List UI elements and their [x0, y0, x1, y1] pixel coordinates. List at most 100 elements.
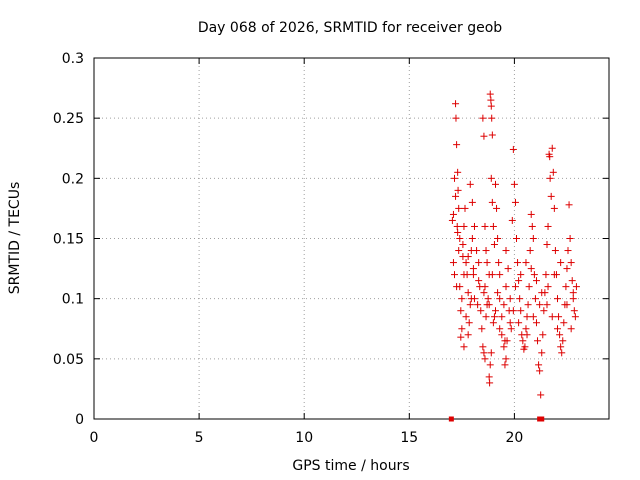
data-point — [479, 343, 487, 351]
data-point — [487, 96, 495, 104]
y-tick-label: 0.2 — [62, 171, 84, 187]
data-point — [479, 114, 487, 122]
data-point — [532, 277, 540, 285]
data-point — [487, 174, 495, 182]
data-point — [453, 283, 461, 291]
data-point — [464, 253, 472, 261]
data-point — [539, 331, 547, 339]
y-tick-label: 0 — [75, 412, 84, 428]
data-point — [459, 241, 467, 249]
data-point — [498, 331, 506, 339]
data-point — [516, 295, 524, 303]
data-points — [448, 90, 580, 422]
data-point — [509, 145, 517, 153]
data-point — [490, 241, 498, 249]
data-point — [480, 289, 488, 297]
data-point — [455, 247, 463, 255]
data-point — [457, 333, 465, 341]
data-point — [532, 319, 540, 327]
data-point — [486, 379, 494, 387]
data-point — [465, 319, 473, 327]
data-point — [540, 307, 548, 315]
data-point — [515, 319, 523, 327]
data-point — [491, 307, 499, 315]
baseline-mark — [448, 416, 454, 422]
data-point — [572, 283, 580, 291]
data-point — [490, 313, 498, 321]
y-tick-label: 0.05 — [53, 352, 84, 368]
data-point — [485, 301, 493, 309]
data-point — [454, 186, 462, 194]
data-point — [458, 325, 466, 333]
data-point — [510, 180, 518, 188]
data-point — [568, 277, 576, 285]
data-point — [449, 259, 457, 267]
data-point — [496, 295, 504, 303]
data-point — [526, 247, 534, 255]
data-point — [480, 132, 488, 140]
data-point — [449, 210, 457, 218]
data-point — [456, 235, 464, 242]
data-point — [536, 301, 544, 309]
data-point — [485, 373, 493, 381]
data-point — [506, 319, 514, 327]
data-point — [504, 265, 512, 273]
data-point — [517, 271, 525, 279]
data-point — [511, 283, 519, 291]
data-point — [502, 355, 510, 363]
data-point — [519, 337, 527, 345]
data-point — [517, 307, 525, 315]
x-tick-label: 15 — [400, 430, 418, 446]
data-point — [544, 283, 552, 291]
data-point — [529, 235, 537, 242]
data-point — [550, 204, 558, 212]
data-point — [529, 313, 537, 321]
data-point — [507, 325, 515, 333]
data-point — [455, 204, 463, 212]
data-point — [537, 391, 545, 399]
data-point — [525, 283, 533, 291]
x-tick-label: 5 — [195, 430, 204, 446]
data-point — [567, 259, 575, 267]
data-point — [513, 235, 521, 242]
data-point — [470, 222, 478, 230]
x-tick-label: 10 — [295, 430, 313, 446]
data-point — [482, 313, 490, 321]
data-point — [555, 313, 563, 321]
data-point — [457, 307, 465, 315]
data-point — [477, 307, 485, 315]
data-point — [566, 235, 574, 242]
data-point — [494, 235, 502, 242]
data-point — [548, 144, 556, 152]
data-point — [460, 271, 468, 279]
data-point — [538, 349, 546, 357]
data-point — [453, 141, 461, 149]
data-point — [551, 247, 559, 255]
x-tick-label: 0 — [90, 430, 99, 446]
data-point — [488, 131, 496, 139]
data-point — [452, 114, 460, 122]
data-point — [523, 331, 531, 339]
data-point — [495, 259, 503, 267]
data-point — [544, 222, 552, 230]
data-point — [564, 247, 572, 255]
data-point — [458, 295, 466, 303]
data-point — [530, 271, 538, 279]
data-point — [486, 90, 494, 98]
data-point — [515, 277, 523, 285]
data-point — [488, 114, 496, 122]
data-point — [559, 337, 567, 345]
data-point — [501, 361, 509, 369]
data-point — [496, 271, 504, 279]
data-point — [498, 313, 506, 321]
data-point — [556, 331, 564, 339]
data-point — [542, 271, 550, 279]
data-point — [536, 367, 544, 375]
data-point — [469, 271, 477, 279]
data-point — [481, 222, 489, 230]
data-point — [494, 289, 502, 297]
y-tick-label: 0.1 — [62, 292, 84, 308]
data-point — [535, 361, 543, 369]
data-point — [563, 301, 571, 309]
